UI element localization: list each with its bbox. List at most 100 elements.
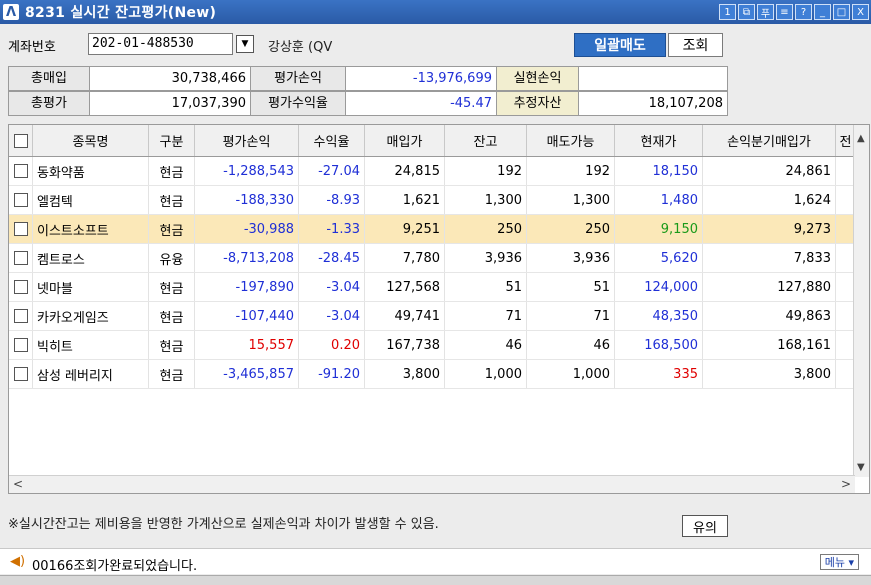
row-checkbox-box[interactable] [13, 164, 28, 178]
return-rate: -3.04 [299, 273, 365, 301]
screen-number-button[interactable]: 1 [719, 4, 736, 20]
row-checkbox[interactable] [9, 302, 33, 330]
balance-qty: 1,000 [445, 360, 527, 388]
table-row[interactable]: 켐트로스 유융 -8,713,208 -28.45 7,780 3,936 3,936 5,6… [9, 244, 869, 273]
row-checkbox-box[interactable] [13, 222, 28, 236]
header-sellable[interactable]: 매도가능 [527, 125, 615, 156]
header-type[interactable]: 구분 [149, 125, 195, 156]
table-row[interactable]: 동화약품 현금 -1,288,543 -27.04 24,815 192 192 18,150… [9, 157, 869, 186]
row-checkbox[interactable] [9, 157, 33, 185]
stock-name: 삼성 레버리지 [33, 360, 149, 388]
current-price: 335 [615, 360, 703, 388]
status-message: 00166조회가완료되었습니다. [32, 559, 198, 574]
row-checkbox[interactable] [9, 331, 33, 359]
header-pl[interactable]: 평가손익 [195, 125, 299, 156]
row-checkbox[interactable] [9, 360, 33, 388]
row-checkbox-box[interactable] [13, 251, 28, 265]
sellable-qty: 51 [527, 273, 615, 301]
eval-pl-value: -13,976,699 [345, 66, 497, 91]
table-row[interactable]: 넷마블 현금 -197,890 -3.04 127,568 51 51 124,000 127,… [9, 273, 869, 302]
balance-qty: 51 [445, 273, 527, 301]
return-rate: -8.93 [299, 186, 365, 214]
table-row[interactable]: 엘컴텍 현금 -188,330 -8.93 1,621 1,300 1,300 1,480 1,… [9, 186, 869, 215]
scroll-up-icon[interactable]: ▲ [857, 133, 865, 144]
options-menu-button[interactable]: ≡ [776, 4, 793, 20]
breakeven-price: 9,273 [703, 215, 836, 243]
header-current-price[interactable]: 현재가 [615, 125, 703, 156]
menu-button[interactable]: 메뉴 ▾ [819, 554, 859, 570]
breakeven-price: 49,863 [703, 302, 836, 330]
stock-name: 빅히트 [33, 331, 149, 359]
speaker-icon: ◀) [10, 554, 26, 569]
header-name[interactable]: 종목명 [33, 125, 149, 156]
maximize-button[interactable]: □ [833, 4, 850, 20]
sellable-qty: 1,000 [527, 360, 615, 388]
row-checkbox-box[interactable] [13, 367, 28, 381]
realized-label: 실현손익 [496, 66, 579, 91]
sellable-qty: 3,936 [527, 244, 615, 272]
header-breakeven[interactable]: 손익분기매입가 [703, 125, 836, 156]
balance-qty: 250 [445, 215, 527, 243]
caution-button[interactable]: 유의 [682, 515, 728, 537]
table-body: 동화약품 현금 -1,288,543 -27.04 24,815 192 192 18,150… [9, 157, 869, 389]
eval-rate-value: -45.47 [345, 91, 497, 116]
total-buy-label: 총매입 [8, 66, 90, 91]
select-all-checkbox[interactable] [13, 133, 28, 148]
total-eval-label: 총평가 [8, 91, 90, 116]
row-checkbox[interactable] [9, 215, 33, 243]
scroll-down-icon[interactable]: ▼ [857, 462, 865, 473]
row-checkbox-box[interactable] [13, 193, 28, 207]
close-button[interactable]: X [852, 4, 869, 20]
help-button[interactable]: ? [795, 4, 812, 20]
stock-name: 동화약품 [33, 157, 149, 185]
current-price: 48,350 [615, 302, 703, 330]
link-window-button[interactable]: ⧉ [738, 4, 755, 20]
sellable-qty: 250 [527, 215, 615, 243]
eval-pl: -188,330 [195, 186, 299, 214]
stock-name: 켐트로스 [33, 244, 149, 272]
table-row[interactable]: 삼성 레버리지 현금 -3,465,857 -91.20 3,800 1,000 1,000… [9, 360, 869, 389]
balance-qty: 3,936 [445, 244, 527, 272]
sellable-qty: 46 [527, 331, 615, 359]
buy-price: 127,568 [365, 273, 445, 301]
row-checkbox[interactable] [9, 273, 33, 301]
row-checkbox[interactable] [9, 186, 33, 214]
row-checkbox[interactable] [9, 244, 33, 272]
total-buy-value: 30,738,466 [89, 66, 251, 91]
breakeven-price: 24,861 [703, 157, 836, 185]
header-rate[interactable]: 수익율 [299, 125, 365, 156]
header-balance[interactable]: 잔고 [445, 125, 527, 156]
sellable-qty: 1,300 [527, 186, 615, 214]
buy-price: 3,800 [365, 360, 445, 388]
row-checkbox-box[interactable] [13, 338, 28, 352]
sell-all-button[interactable]: 일괄매도 [574, 33, 666, 57]
header-select-all[interactable] [9, 125, 33, 156]
current-price: 1,480 [615, 186, 703, 214]
scroll-left-icon[interactable]: < [13, 477, 24, 491]
notice-text: ※실시간잔고는 제비용을 반영한 가계산으로 실제손익과 차이가 발생할 수 있… [8, 517, 439, 532]
account-dropdown-icon[interactable]: ▼ [236, 35, 254, 53]
scroll-right-icon[interactable]: > [840, 477, 851, 491]
stock-type: 현금 [149, 360, 195, 388]
push-button[interactable]: 푸 [757, 4, 774, 20]
breakeven-price: 1,624 [703, 186, 836, 214]
row-checkbox-box[interactable] [13, 309, 28, 323]
query-button[interactable]: 조회 [668, 33, 723, 57]
stock-name: 넷마블 [33, 273, 149, 301]
table-row[interactable]: 빅히트 현금 15,557 0.20 167,738 46 46 168,500 168,161 [9, 331, 869, 360]
vertical-scrollbar[interactable]: ▲ ▼ [853, 125, 869, 477]
header-buy-price[interactable]: 매입가 [365, 125, 445, 156]
table-row[interactable]: 카카오게임즈 현금 -107,440 -3.04 49,741 71 71 48,350 49,… [9, 302, 869, 331]
summary-grid: 총매입 30,738,466 평가손익 -13,976,699 실현손익 총평가… [8, 66, 728, 116]
status-bar: ◀) 00166조회가완료되었습니다. 메뉴 ▾ [0, 548, 871, 574]
balance-qty: 71 [445, 302, 527, 330]
horizontal-scrollbar[interactable]: < > [9, 475, 855, 493]
stock-type: 현금 [149, 273, 195, 301]
table-row[interactable]: 이스트소프트 현금 -30,988 -1.33 9,251 250 250 9,150 9,27… [9, 215, 869, 244]
eval-pl-label: 평가손익 [250, 66, 346, 91]
account-number-input[interactable]: 202-01-488530 [88, 33, 233, 55]
current-price: 9,150 [615, 215, 703, 243]
row-checkbox-box[interactable] [13, 280, 28, 294]
eval-pl: -8,713,208 [195, 244, 299, 272]
minimize-button[interactable]: _ [814, 4, 831, 20]
